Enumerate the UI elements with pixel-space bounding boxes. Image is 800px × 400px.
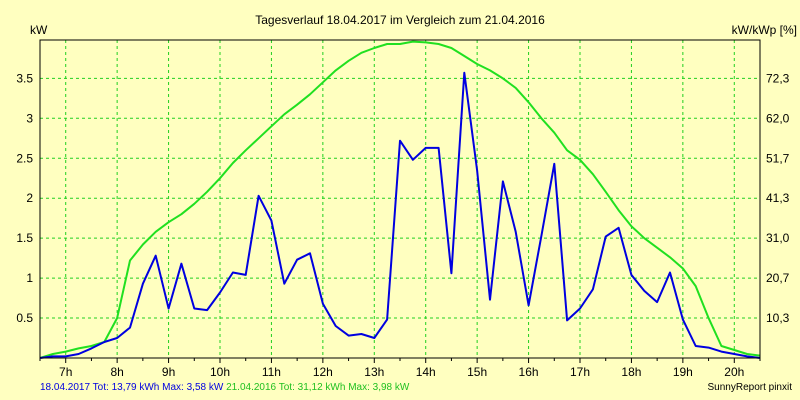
x-tick-label: 8h [110, 365, 123, 379]
legend-series-1-label: 18.04.2017 [40, 382, 91, 393]
x-tick-label: 16h [519, 365, 539, 379]
series-line-2 [39, 40, 761, 359]
chart-title: Tagesverlauf 18.04.2017 im Vergleich zum… [255, 13, 545, 27]
x-tick-label: 12h [313, 365, 333, 379]
y2-tick-label: 31,0 [766, 231, 790, 245]
x-tick-label: 11h [262, 365, 281, 379]
y2-tick-label: 20,7 [766, 271, 790, 285]
y2-tick-label: 41,3 [766, 191, 790, 205]
x-tick-label: 19h [673, 365, 693, 379]
series-lines [39, 40, 761, 359]
x-tick-label: 15h [467, 365, 487, 379]
footer-legend: 18.04.2017 Tot: 13,79 kWh Max: 3,58 kW 2… [40, 382, 409, 393]
y-axis-label: kW [30, 23, 48, 37]
legend-series-2-label: 21.04.2016 [226, 382, 277, 393]
x-tick-label: 14h [416, 365, 436, 379]
plot-area [40, 40, 760, 358]
y-tick-label: 0.5 [16, 311, 33, 325]
x-tick-label: 13h [364, 365, 384, 379]
y-tick-label: 2 [26, 191, 33, 205]
y2-tick-label: 72,3 [766, 71, 790, 85]
legend-series-2: 21.04.2016 Tot: 31,12 kWh Max: 3,98 kW [226, 382, 409, 393]
legend-series-2-stats: Tot: 31,12 kWh Max: 3,98 kW [278, 382, 410, 393]
x-tick-label: 17h [570, 365, 590, 379]
y2-tick-label: 51,7 [766, 151, 790, 165]
legend-series-1-stats: Tot: 13,79 kWh Max: 3,58 kW [92, 382, 224, 393]
x-tick-label: 20h [724, 365, 744, 379]
legend-series-1: 18.04.2017 Tot: 13,79 kWh Max: 3,58 kW [40, 382, 226, 393]
x-tick-label: 18h [621, 365, 641, 379]
y2-axis-label: kW/kWp [%] [732, 23, 797, 37]
y-tick-label: 1 [26, 271, 33, 285]
y2-tick-label: 62,0 [766, 111, 790, 125]
y-tick-label: 2.5 [16, 151, 33, 165]
credit: SunnyReport pinxit [707, 382, 793, 393]
y-tick-label: 3 [26, 111, 33, 125]
x-tick-label: 10h [210, 365, 230, 379]
y-tick-label: 3.5 [16, 71, 33, 85]
plot-frame [39, 39, 761, 359]
x-tick-label: 9h [162, 365, 175, 379]
ticks: 7h 8h 9h 10h 11h 12h 13h 14h 15h 16h 17h 18h 19h 20h 0… [16, 71, 789, 379]
y-tick-label: 1.5 [16, 231, 33, 245]
x-tick-label: 7h [59, 365, 72, 379]
series-line-1 [39, 71, 761, 359]
y2-tick-label: 10,3 [766, 311, 790, 325]
